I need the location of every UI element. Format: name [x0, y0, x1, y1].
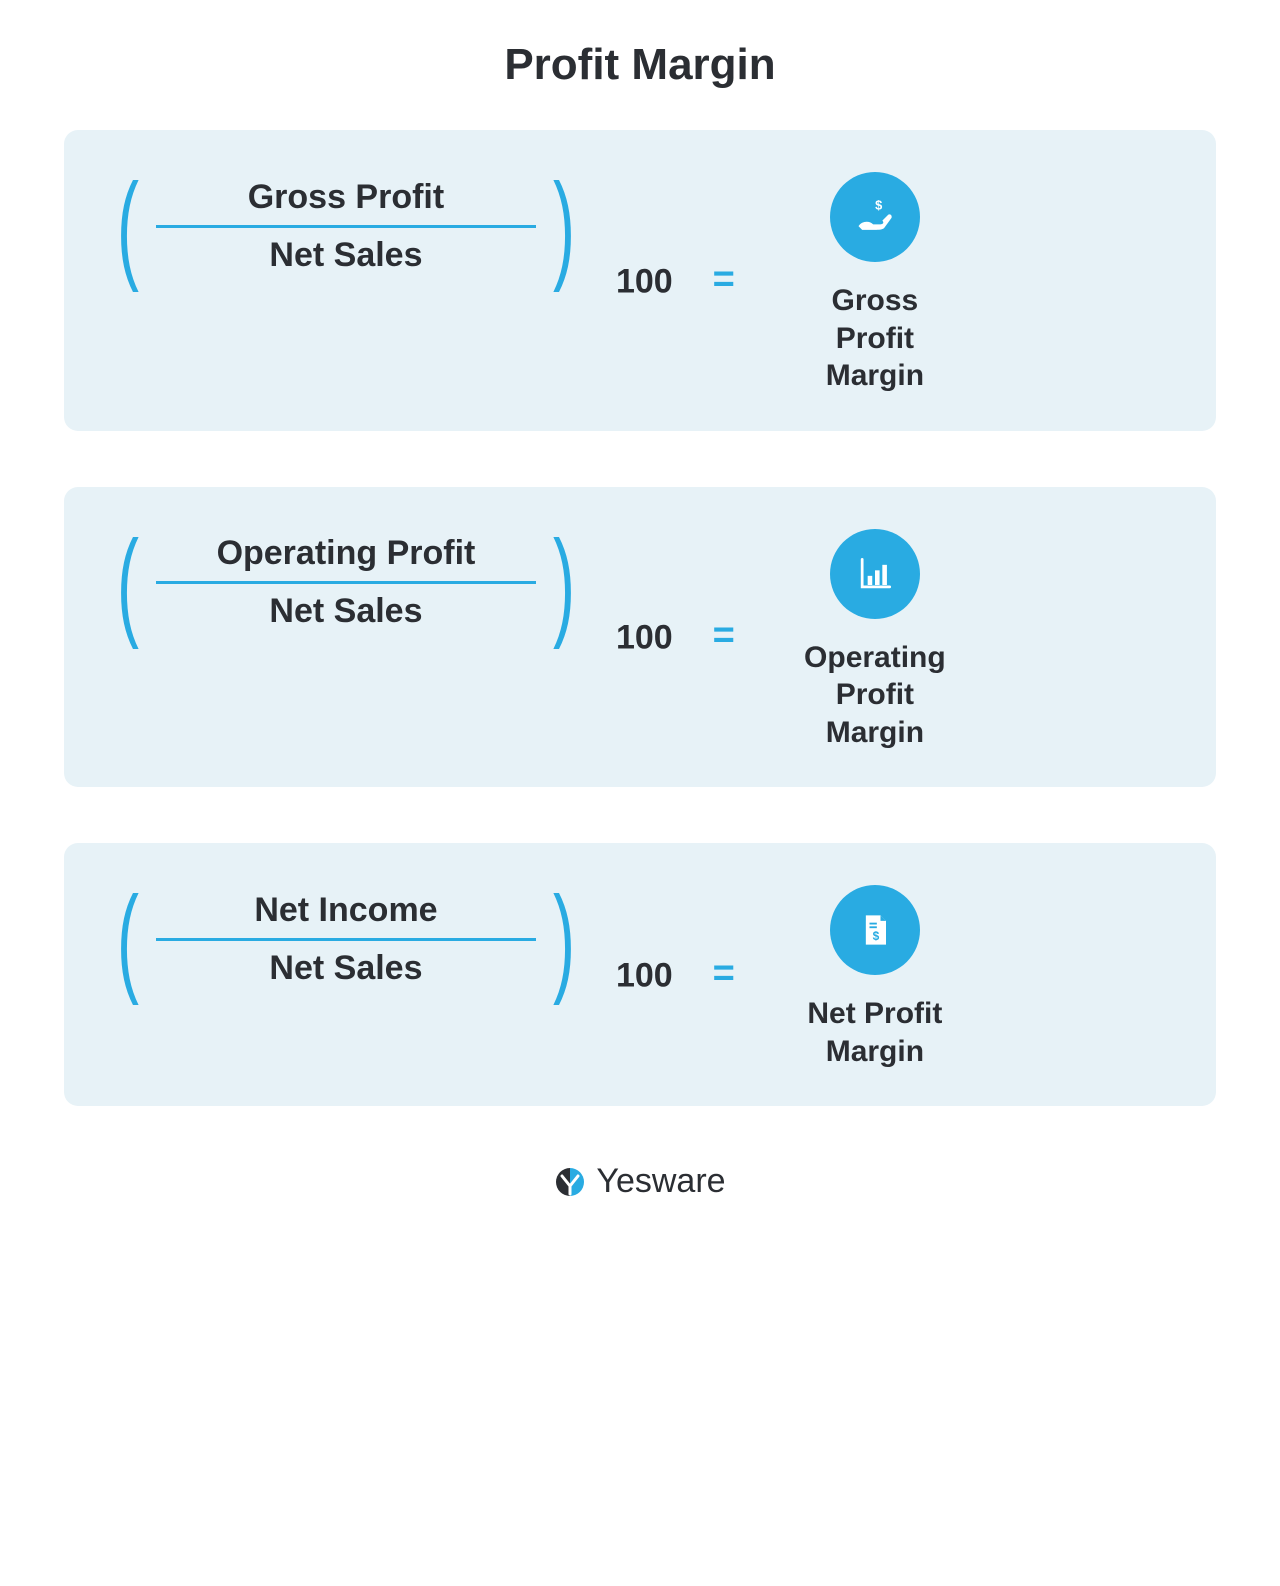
result-label: Net ProfitMargin: [807, 995, 942, 1070]
multiplier: 100: [612, 262, 673, 301]
formula-row: ( Gross Profit Net Sales ) 100 = $ Gross…: [108, 166, 1172, 395]
result-block: OperatingProfitMargin: [775, 529, 975, 752]
fraction-group: ( Gross Profit Net Sales ): [108, 166, 584, 286]
multiplier: 100: [612, 619, 673, 658]
formula-card-operating: ( Operating Profit Net Sales ) 100 = Ope…: [64, 487, 1216, 788]
formula-row: ( Net Income Net Sales ) 100 = $ Net Pro…: [108, 879, 1172, 1070]
formula-row: ( Operating Profit Net Sales ) 100 = Ope…: [108, 523, 1172, 752]
fraction: Net Income Net Sales: [156, 883, 536, 996]
fraction-group: ( Net Income Net Sales ): [108, 879, 584, 999]
fraction: Gross Profit Net Sales: [156, 170, 536, 283]
brand-name: Yesware: [596, 1162, 725, 1201]
paren-right: ): [553, 166, 575, 286]
numerator: Net Income: [254, 883, 437, 938]
paren-right: ): [553, 523, 575, 643]
paren-left: (: [117, 879, 139, 999]
result-block: $ GrossProfitMargin: [775, 172, 975, 395]
denominator: Net Sales: [269, 228, 422, 283]
yesware-logo-icon: [554, 1166, 586, 1198]
formula-card-gross: ( Gross Profit Net Sales ) 100 = $ Gross…: [64, 130, 1216, 431]
bar-chart-icon: [830, 529, 920, 619]
denominator: Net Sales: [269, 941, 422, 996]
numerator: Operating Profit: [217, 526, 476, 581]
invoice-dollar-icon: $: [830, 885, 920, 975]
svg-text:$: $: [872, 929, 879, 943]
brand-footer: Yesware: [64, 1162, 1216, 1201]
paren-right: ): [553, 879, 575, 999]
equals-sign: =: [701, 953, 747, 996]
result-block: $ Net ProfitMargin: [775, 885, 975, 1070]
paren-left: (: [117, 166, 139, 286]
multiplier: 100: [612, 957, 673, 996]
result-label: OperatingProfitMargin: [804, 639, 946, 752]
fraction-group: ( Operating Profit Net Sales ): [108, 523, 584, 643]
denominator: Net Sales: [269, 584, 422, 639]
hand-dollar-icon: $: [830, 172, 920, 262]
formula-card-net: ( Net Income Net Sales ) 100 = $ Net Pro…: [64, 843, 1216, 1106]
equals-sign: =: [701, 615, 747, 658]
paren-left: (: [117, 523, 139, 643]
fraction: Operating Profit Net Sales: [156, 526, 536, 639]
result-label: GrossProfitMargin: [826, 282, 924, 395]
svg-text:$: $: [875, 198, 882, 213]
page-title: Profit Margin: [64, 40, 1216, 90]
equals-sign: =: [701, 258, 747, 301]
numerator: Gross Profit: [248, 170, 444, 225]
